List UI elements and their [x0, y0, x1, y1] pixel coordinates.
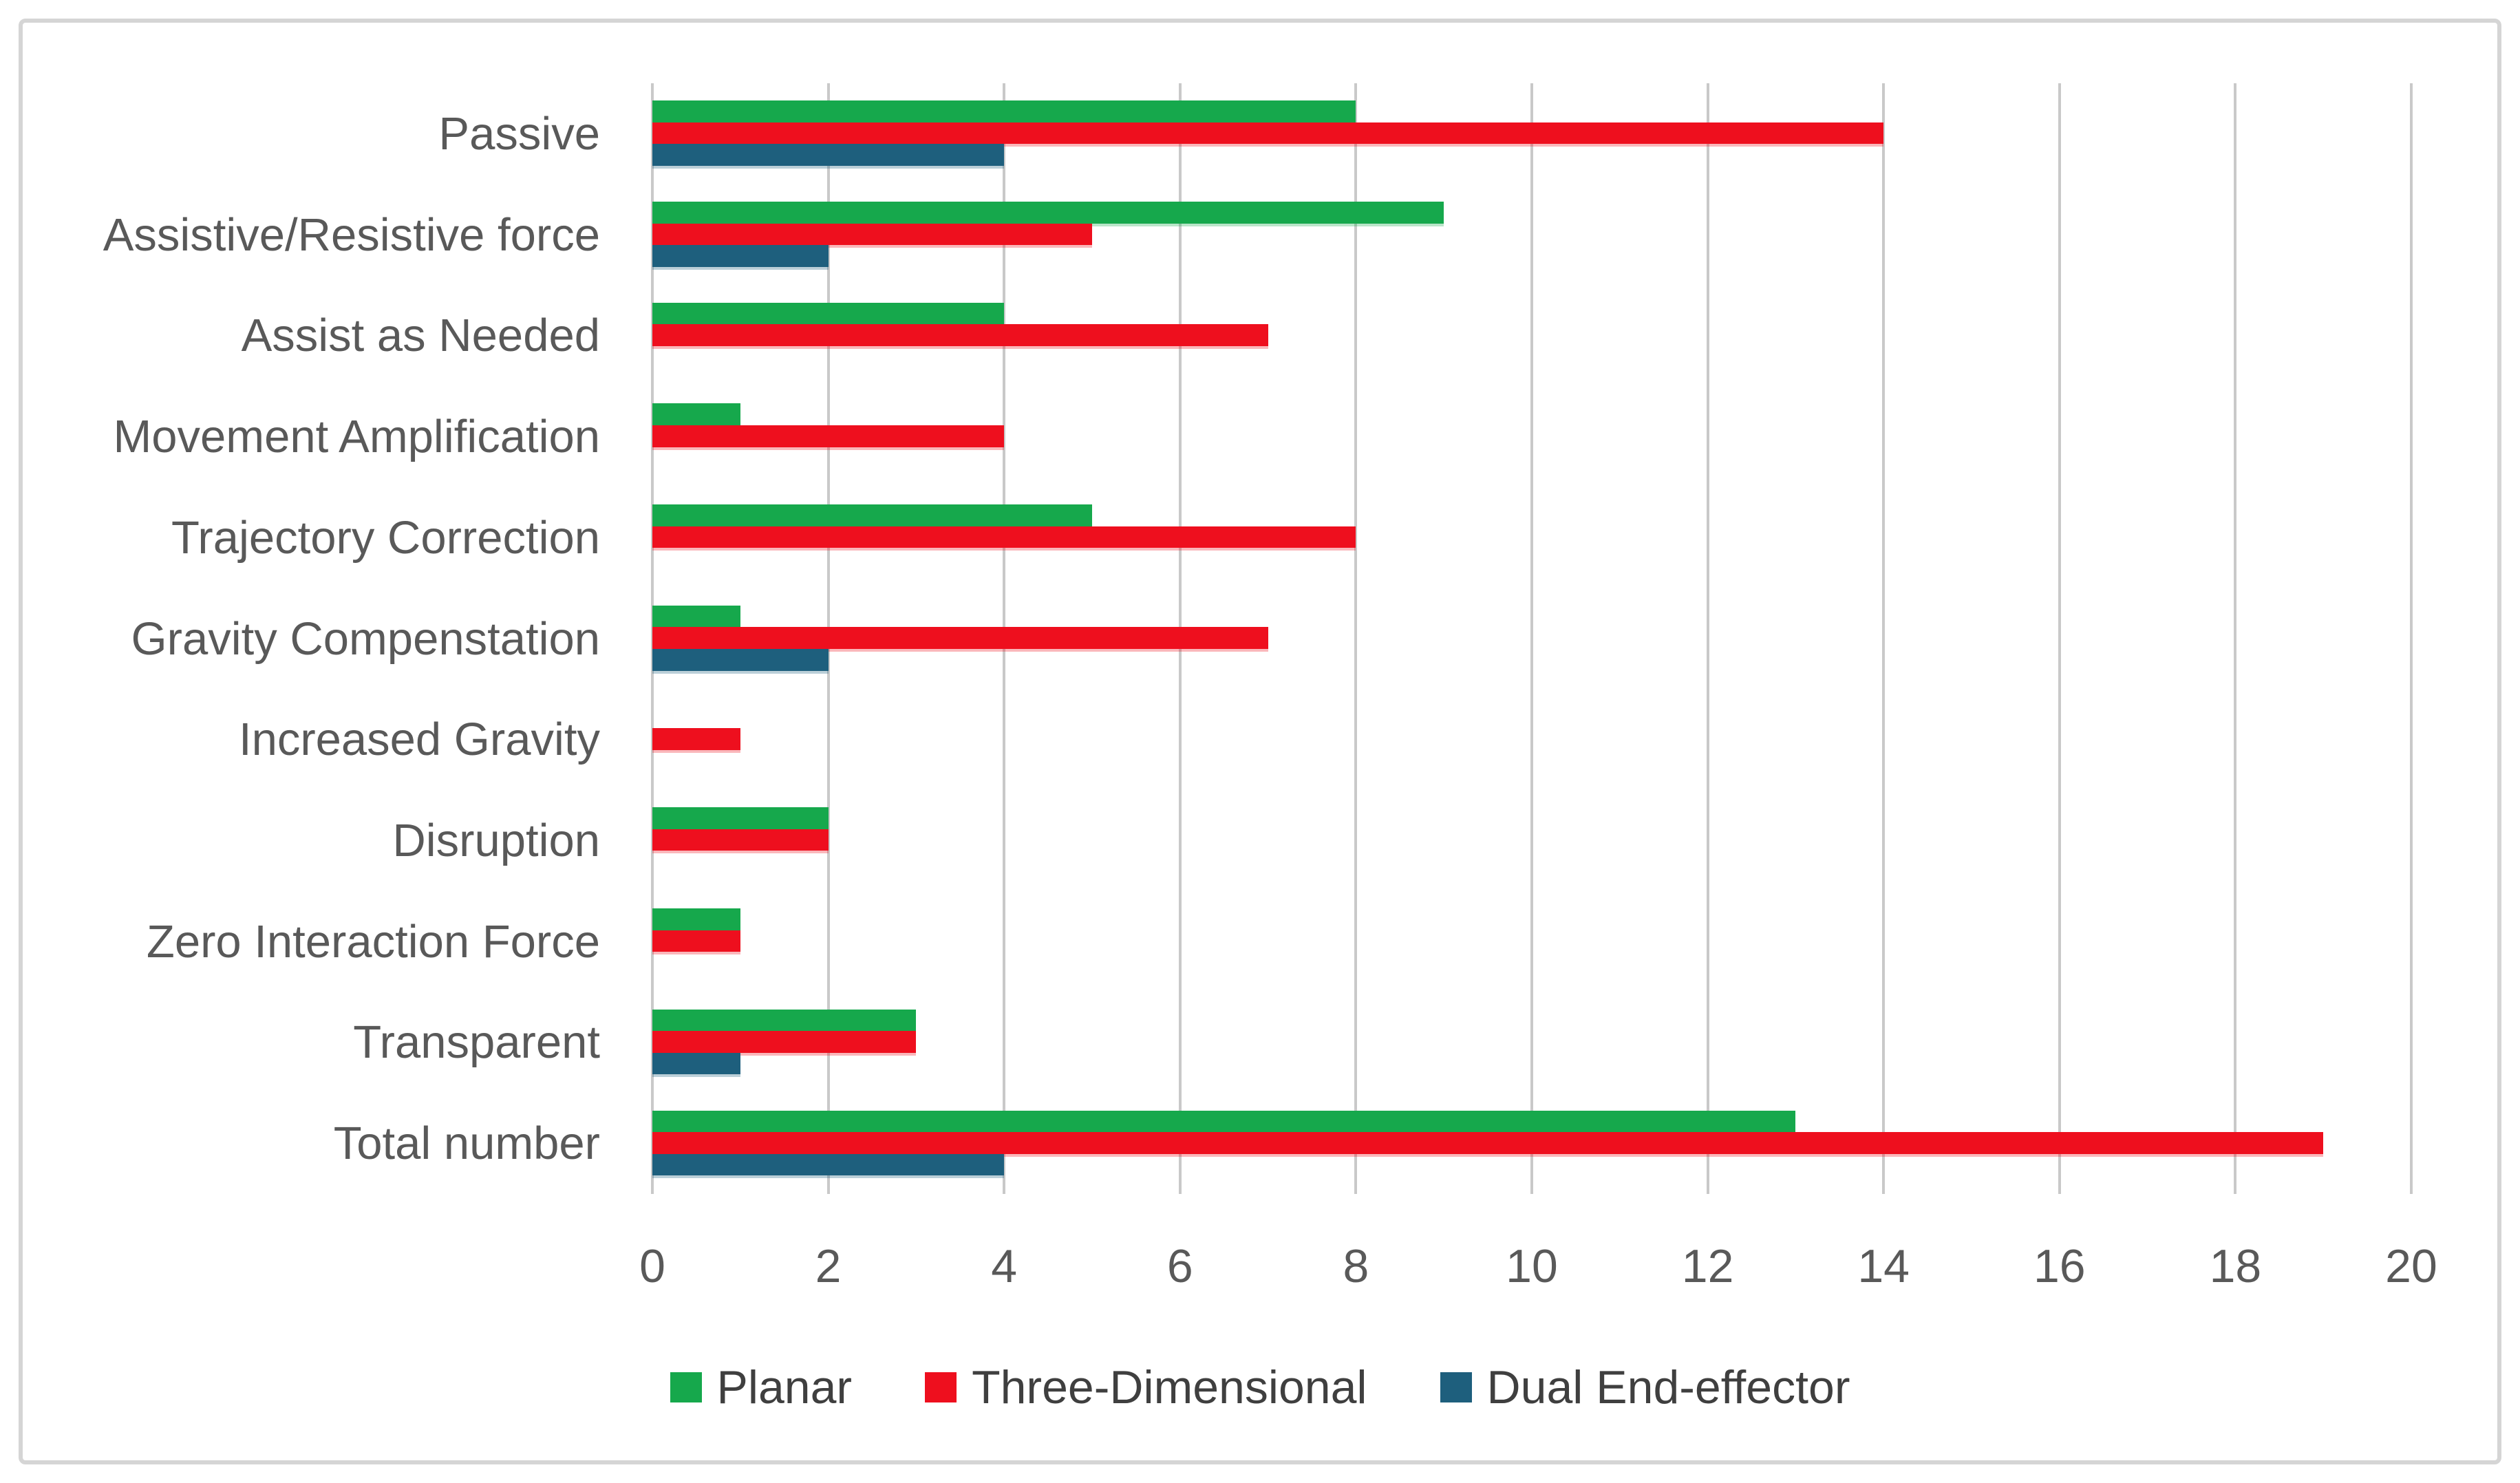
- bar-planar-disruption: [652, 807, 829, 829]
- category-label-trajectory-correction: Trajectory Correction: [171, 511, 600, 564]
- bar-planar-assistive-resistive-force: [652, 201, 1444, 224]
- x-tick-label-4: 4: [991, 1240, 1018, 1292]
- bar-dual-end-effector-passive: [652, 144, 1005, 166]
- x-tick-label-14: 14: [1857, 1240, 1910, 1292]
- bar-three-dimensional-disruption: [652, 829, 829, 851]
- bar-planar-total-number: [652, 1110, 1796, 1133]
- bar-planar-assist-as-needed: [652, 302, 1005, 325]
- gridline-x-16: [2058, 83, 2061, 1194]
- chart-frame: [19, 19, 2501, 1464]
- legend: Planar Three-Dimensional Dual End-effector: [0, 1354, 2520, 1420]
- category-label-disruption: Disruption: [392, 815, 600, 866]
- bar-three-dimensional-gravity-compenstation: [652, 627, 1268, 649]
- x-tick-label-20: 20: [2385, 1240, 2437, 1292]
- gridline-x-10: [1530, 83, 1533, 1194]
- bar-three-dimensional-assistive-resistive-force: [652, 223, 1092, 246]
- bar-row-movement-amplification: [652, 386, 2411, 487]
- legend-label-dual-end-effector: Dual End-effector: [1486, 1361, 1850, 1413]
- legend-swatch-icon-three-dimensional: [925, 1372, 957, 1402]
- category-label-total-number: Total number: [333, 1118, 600, 1170]
- x-tick-label-18: 18: [2209, 1240, 2262, 1292]
- x-tick-label-16: 16: [2033, 1240, 2086, 1292]
- bar-row-gravity-compenstation: [652, 588, 2411, 690]
- bar-rows-layer: [652, 83, 2411, 1194]
- category-label-movement-amplification: Movement Amplification: [113, 411, 600, 463]
- category-label-assistive-resistive-force: Assistive/Resistive force: [103, 209, 600, 261]
- bar-planar-movement-amplification: [652, 403, 740, 425]
- x-axis-tick-labels: 0 2 4 6 8 10 12 14 16 18 20: [639, 1240, 2437, 1298]
- bar-row-transparent: [652, 992, 2411, 1093]
- bar-dual-end-effector-total-number: [652, 1153, 1005, 1176]
- x-tick-label-2: 2: [815, 1240, 842, 1292]
- bar-three-dimensional-increased-gravity: [652, 728, 740, 750]
- bar-three-dimensional-passive: [652, 122, 1884, 145]
- bar-three-dimensional-zero-interaction-force: [652, 930, 740, 952]
- gridline-x-12: [1706, 83, 1709, 1194]
- category-label-increased-gravity: Increased Gravity: [238, 714, 600, 766]
- bar-dual-end-effector-gravity-compenstation: [652, 649, 829, 671]
- gridline-x-18: [2234, 83, 2237, 1194]
- category-label-zero-interaction-force: Zero Interaction Force: [146, 915, 600, 968]
- bar-row-trajectory-correction: [652, 487, 2411, 588]
- bar-planar-passive: [652, 100, 1356, 122]
- bar-planar-trajectory-correction: [652, 504, 1092, 526]
- legend-item-planar: Planar: [670, 1361, 853, 1414]
- bar-three-dimensional-transparent: [652, 1031, 917, 1053]
- legend-label-three-dimensional: Three-Dimensional: [972, 1361, 1367, 1413]
- category-label-passive: Passive: [438, 107, 600, 160]
- bar-row-total-number: [652, 1093, 2411, 1194]
- category-label-gravity-compenstation: Gravity Compenstation: [131, 612, 600, 665]
- bar-three-dimensional-assist-as-needed: [652, 324, 1268, 346]
- bar-row-passive: [652, 83, 2411, 184]
- x-tick-label-6: 6: [1166, 1240, 1193, 1292]
- plot-area: [651, 83, 2413, 1194]
- legend-label-planar: Planar: [716, 1361, 853, 1413]
- x-tick-label-12: 12: [1681, 1240, 1734, 1292]
- bar-dual-end-effector-transparent: [652, 1052, 740, 1075]
- legend-item-three-dimensional: Three-Dimensional: [925, 1361, 1367, 1414]
- x-tick-label-0: 0: [639, 1240, 665, 1292]
- bar-three-dimensional-total-number: [652, 1132, 2324, 1154]
- category-label-assist-as-needed: Assist as Needed: [241, 310, 600, 362]
- gridline-x-8: [1354, 83, 1358, 1194]
- x-tick-label-8: 8: [1343, 1240, 1369, 1292]
- bar-row-disruption: [652, 790, 2411, 891]
- bar-row-increased-gravity: [652, 689, 2411, 790]
- gridline-x-20: [2410, 83, 2413, 1194]
- category-label-transparent: Transparent: [353, 1016, 600, 1069]
- legend-swatch-icon-planar: [670, 1372, 702, 1402]
- bar-planar-gravity-compenstation: [652, 605, 740, 628]
- bar-planar-transparent: [652, 1009, 917, 1032]
- legend-item-dual-end-effector: Dual End-effector: [1440, 1361, 1850, 1414]
- gridline-x-14: [1882, 83, 1886, 1194]
- category-axis-labels: Passive Assistive/Resistive force Assist a…: [0, 83, 600, 1194]
- bar-three-dimensional-movement-amplification: [652, 425, 1005, 447]
- bar-row-zero-interaction-force: [652, 891, 2411, 992]
- legend-swatch-icon-dual-end-effector: [1440, 1372, 1472, 1402]
- bar-three-dimensional-trajectory-correction: [652, 526, 1356, 548]
- x-tick-label-10: 10: [1506, 1240, 1558, 1292]
- bar-planar-zero-interaction-force: [652, 908, 740, 930]
- bar-row-assistive-resistive-force: [652, 184, 2411, 286]
- bar-dual-end-effector-assistive-resistive-force: [652, 245, 829, 267]
- bar-row-assist-as-needed: [652, 285, 2411, 386]
